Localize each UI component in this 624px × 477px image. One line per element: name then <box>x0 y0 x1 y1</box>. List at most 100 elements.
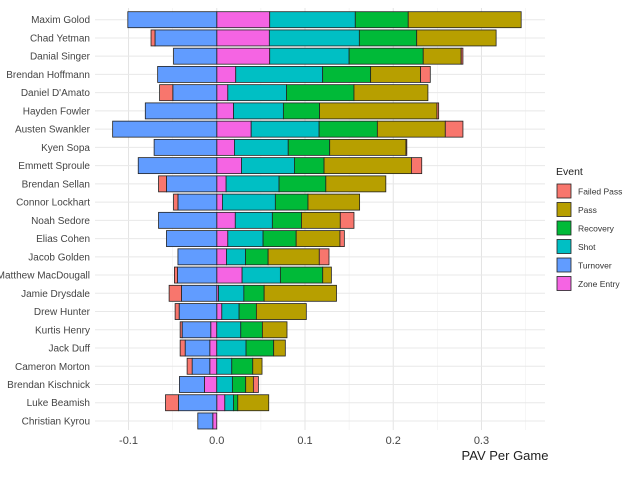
legend-swatch <box>556 202 572 217</box>
bar-segment-pass <box>329 138 407 156</box>
y-tick-label: Daniel D'Amato <box>21 88 91 99</box>
bar-segment-shot <box>227 84 287 102</box>
bar-segment-recovery <box>245 339 275 357</box>
bar-segment-turnover <box>197 412 214 430</box>
x-tick-label: 0.0 <box>209 435 224 447</box>
bar-segment-failed-pass <box>339 211 355 229</box>
bar-segment-shot <box>235 66 324 83</box>
x-tick-label: -0.1 <box>119 435 138 447</box>
bar-segment-turnover <box>154 29 218 47</box>
bar-segment-pass <box>319 102 438 120</box>
legend-swatch <box>556 257 572 273</box>
bar-segment-pass <box>353 84 429 102</box>
bar-segment-pass <box>323 157 412 175</box>
bar-segment-recovery <box>322 66 372 83</box>
bar-segment-turnover <box>144 102 218 120</box>
bar-segment-turnover <box>166 230 218 247</box>
bar-segment-failed-pass <box>179 339 186 357</box>
bar-segment-shot <box>241 266 281 284</box>
y-tick-label: Jack Duff <box>49 344 91 355</box>
bar-segment-failed-pass <box>186 357 193 375</box>
legend-swatch <box>556 239 572 254</box>
bar-segment-pass <box>301 211 341 229</box>
bar-segment-recovery <box>287 138 331 156</box>
bar-segment-recovery <box>286 84 355 102</box>
bar-segment-shot <box>218 284 245 302</box>
bar-segment-failed-pass <box>165 394 179 412</box>
bar-segment-shot <box>233 102 284 120</box>
bar-segment-pass <box>255 303 307 320</box>
bar-segment-turnover <box>179 376 205 393</box>
bar-segment-shot <box>234 138 289 156</box>
bar-segment-shot <box>226 248 246 266</box>
legend-label: Pass <box>578 205 597 215</box>
bar-segment-shot <box>234 211 273 229</box>
bar-segment-failed-pass <box>411 157 423 175</box>
y-tick-label: Matthew MacDougall <box>0 271 90 282</box>
y-tick-label: Hayden Fowler <box>23 106 91 117</box>
y-tick-label: Brendan Kischnick <box>7 380 91 391</box>
bar-segment-recovery <box>354 11 409 29</box>
bar-segment-failed-pass <box>173 193 179 211</box>
bar-segment-failed-pass <box>405 138 408 156</box>
bar-segment-pass <box>407 11 522 29</box>
y-tick-label: Danial Singer <box>30 52 91 63</box>
bar-segment-recovery <box>274 193 309 211</box>
bar-segment-shot <box>221 303 240 320</box>
bar-segment-zone-entry <box>216 84 229 102</box>
bar-segment-recovery <box>240 321 263 339</box>
y-tick-label: Maxim Golod <box>31 15 90 26</box>
bar-segment-shot <box>227 230 264 247</box>
bar-segment-turnover <box>177 248 218 266</box>
bar-segment-turnover <box>112 120 218 138</box>
y-tick-label: Kyen Sopa <box>41 143 90 154</box>
bar-segment-shot <box>269 47 350 65</box>
y-tick-label: Emmett Sproule <box>18 161 90 172</box>
bar-segment-turnover <box>178 394 218 412</box>
bar-segment-recovery <box>271 211 302 229</box>
x-axis-labels: -0.1 0.0 0.1 0.2 0.3 <box>119 435 489 447</box>
x-tick-label: 0.3 <box>474 435 489 447</box>
bar-segment-recovery <box>231 376 247 393</box>
legend-swatch <box>556 183 572 199</box>
legend-title: Event <box>556 166 583 178</box>
bar-segment-shot <box>216 357 233 375</box>
bar-segment-recovery <box>262 230 297 247</box>
y-tick-label: Connor Lockhart <box>16 198 90 209</box>
bar-segment-pass <box>267 248 320 266</box>
bar-segment-shot <box>216 339 247 357</box>
x-tick-label: 0.1 <box>297 435 312 447</box>
bar-segment-shot <box>216 376 233 393</box>
bar-segment-zone-entry <box>216 175 227 193</box>
bar-segment-failed-pass <box>339 230 345 247</box>
x-tick-label: 0.2 <box>386 435 401 447</box>
legend-label: Failed Pass <box>578 187 622 197</box>
bar-segment-turnover <box>173 47 218 65</box>
legend-swatch <box>556 220 572 236</box>
y-tick-label: Jacob Golden <box>28 252 90 263</box>
bar-segment-recovery <box>245 248 269 266</box>
y-tick-label: Elias Cohen <box>36 234 90 245</box>
bar-segment-zone-entry <box>216 102 234 120</box>
bar-segment-turnover <box>166 175 218 193</box>
y-tick-label: Brendan Hoffmann <box>6 70 90 81</box>
bar-segment-turnover <box>191 357 211 375</box>
bar-segment-failed-pass <box>158 175 167 193</box>
bar-segment-recovery <box>348 47 424 65</box>
legend-label: Zone Entry <box>578 279 620 289</box>
bar-segment-pass <box>370 66 421 83</box>
bar-segment-shot <box>222 193 276 211</box>
x-axis-title: PAV Per Game <box>462 448 549 463</box>
bar-segment-failed-pass <box>150 29 156 47</box>
bar-segment-recovery <box>231 357 254 375</box>
bar-segment-zone-entry <box>216 248 227 266</box>
bar-segment-zone-entry <box>216 138 235 156</box>
bar-segment-zone-entry <box>216 211 236 229</box>
bar-segment-turnover <box>157 66 218 83</box>
bar-segment-pass <box>261 321 288 339</box>
y-tick-label: Austen Swankler <box>15 125 91 136</box>
bar-segment-shot <box>224 394 234 412</box>
bar-segment-recovery <box>318 120 378 138</box>
y-tick-label: Brendan Sellan <box>22 179 90 190</box>
bar-segment-zone-entry <box>212 412 218 430</box>
